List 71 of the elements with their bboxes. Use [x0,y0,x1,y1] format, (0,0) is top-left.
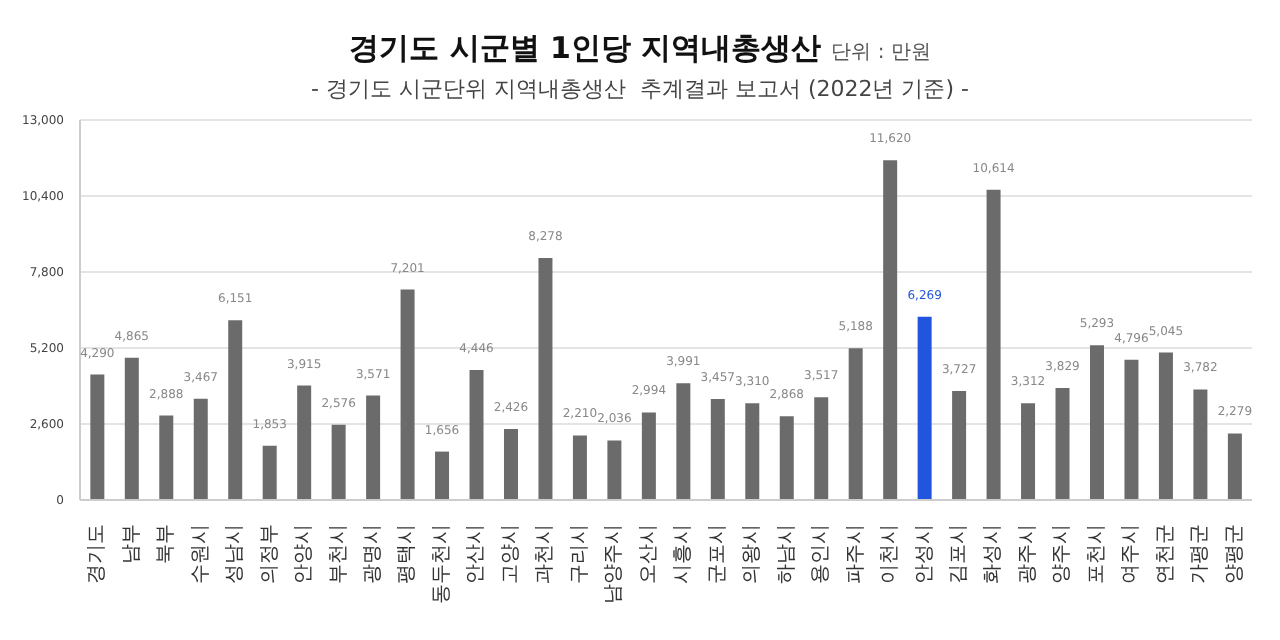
x-tick-label: 안성시 [913,524,936,584]
bar [1124,359,1139,500]
x-tick-label: 포천시 [1085,524,1108,584]
bar [228,320,243,500]
x-tick-label: 양주시 [1051,524,1074,584]
x-tick-label: 용인시 [810,524,833,584]
x-tick-label: 고양시 [499,524,522,584]
x-tick-label: 북부 [155,524,178,564]
x-tick-label: 오산시 [637,524,660,584]
bar [435,451,450,500]
bar [297,385,312,500]
bar [745,403,760,500]
x-tick-label: 화성시 [982,524,1005,584]
bar [779,416,794,500]
bar [1193,389,1208,500]
x-tick-label: 경기도 [86,524,109,584]
bar [1089,345,1104,500]
x-tick-label: 군포시 [706,524,729,584]
x-tick-label: 김포시 [948,524,970,584]
x-tick-label: 안양시 [293,524,316,584]
bar [1227,433,1242,500]
bar [952,391,967,500]
x-tick-label: 연천군 [1154,524,1177,584]
x-tick-label: 남부 [120,524,143,564]
bar [124,357,139,500]
x-tick-label: 양평군 [1223,524,1246,584]
x-tick-label: 구리시 [568,524,591,584]
bar [883,160,898,500]
bar [572,435,587,500]
bar [262,445,277,500]
text: 단위 : 만원 [831,42,931,64]
x-tick-label: 부천시 [327,524,350,584]
bar [814,397,829,500]
x-tick-label: 여주시 [1120,524,1143,584]
bar [607,440,622,500]
x-tick-label: 이천시 [879,524,902,584]
x-tick-label: 광주시 [1016,524,1039,584]
bar [1055,388,1070,500]
x-tick-label: 안산시 [465,524,488,584]
x-tick-label: 하남시 [775,524,798,584]
x-tick-label: 광명시 [362,524,384,584]
bar [503,429,518,500]
bar [710,398,725,500]
bar [1021,403,1036,500]
bar [159,415,174,500]
bar [676,383,691,500]
x-tick-label: 수원시 [189,524,212,584]
chart-title: 경기도 시군별 1인당 지역내총생산 [349,30,822,66]
bar [986,189,1001,500]
bar [366,395,381,500]
bar [90,374,105,500]
x-tick-label: 과천시 [534,524,557,584]
bar [1158,352,1173,500]
bar [917,316,932,500]
bar [538,258,553,500]
x-tick-label: 동두천시 [430,524,453,604]
chart-subtitle: - 경기도 시군단위 지역내총생산 추계결과 보고서 (2022년 기준) - [309,74,971,104]
x-tick-label: 시흥시 [672,524,695,584]
x-tick-label: 의정부 [258,524,281,584]
x-tick-label: 의왕시 [741,524,764,584]
bar [848,348,863,500]
x-tick-label: 가평군 [1189,524,1212,584]
bar [400,289,415,500]
x-tick-label: 파주시 [844,524,867,584]
x-tick-label: 남양주시 [603,524,626,604]
x-tick-label: 평택시 [396,524,419,584]
bar [641,412,656,500]
bar [193,398,208,500]
bar [469,370,484,500]
x-tick-label: 성남시 [224,524,247,584]
bar [331,424,346,500]
